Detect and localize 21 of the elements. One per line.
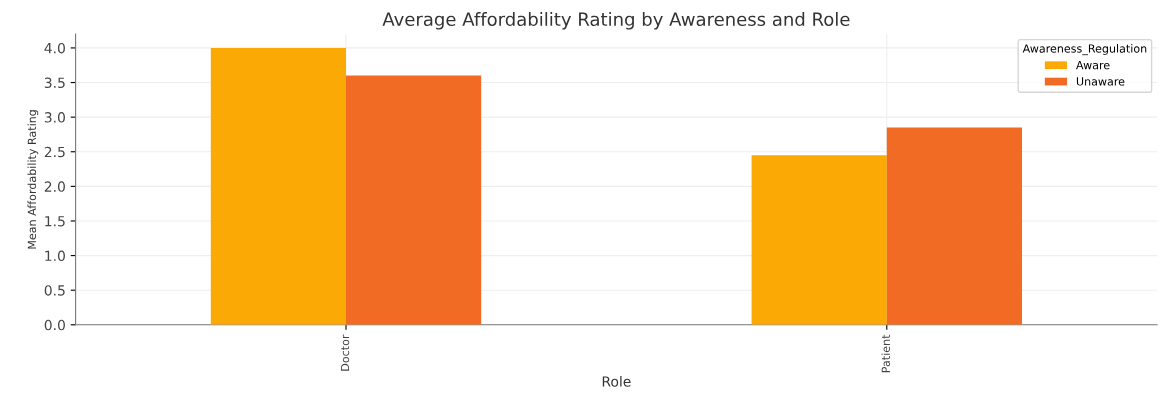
y-tick-label: 2.5 [44,146,65,158]
y-tick-label: 2.0 [44,181,65,192]
bar [886,127,1022,325]
y-tick-label: 0.0 [44,319,65,331]
bar [345,75,482,325]
chart-title: Average Affordability Rating by Awareness and Role [382,12,850,30]
y-tick-label: 1.0 [45,250,65,262]
legend-title: Awareness_Regulation [1022,44,1147,56]
y-tick-label: 3.0 [44,112,65,123]
y-tick-label: 1.5 [45,216,65,227]
legend-label: Aware [1076,61,1110,70]
bar [210,47,346,325]
bar [751,155,887,325]
y-tick-label: 0.5 [44,285,65,296]
y-tick-label: 4.0 [44,42,65,54]
y-axis-title: Mean Affordability Rating [27,110,39,249]
legend-label: Unaware [1076,77,1125,86]
x-tick-label: Doctor [340,334,350,371]
y-tick-label: 3.5 [44,77,65,89]
x-axis-title: Role [602,376,631,387]
x-tick-label: Patient [881,334,891,373]
